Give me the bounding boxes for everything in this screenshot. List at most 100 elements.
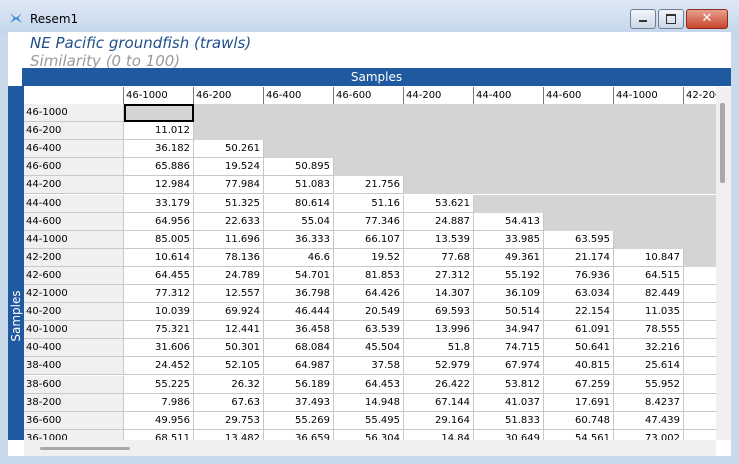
value-cell: 75.321: [124, 321, 194, 340]
corner-cell: [24, 87, 124, 105]
empty-cell: [264, 140, 334, 159]
value-cell: 81.853: [334, 266, 404, 285]
row-header: 44-400: [24, 194, 124, 213]
value-cell: 20.549: [334, 303, 404, 322]
value-cell: 53.812: [474, 375, 544, 394]
value-cell: 13.539: [404, 230, 474, 249]
value-cell: 45.504: [334, 339, 404, 358]
empty-cell: [474, 176, 544, 195]
value-cell: 52.105: [194, 357, 264, 376]
row-header: 36-600: [24, 411, 124, 430]
value-cell: 68.084: [264, 339, 334, 358]
row-header: 38-200: [24, 393, 124, 412]
empty-cell: [614, 194, 684, 213]
value-cell: 54.561: [544, 429, 614, 440]
empty-cell: [614, 212, 684, 231]
empty-cell: [684, 248, 716, 267]
vertical-scrollbar[interactable]: [716, 87, 731, 440]
scroll-thumb[interactable]: [720, 103, 725, 183]
value-cell: 50.895: [264, 158, 334, 177]
column-header: 46-600: [334, 87, 404, 105]
value-cell: 77.312: [124, 285, 194, 303]
column-header: 42-200: [684, 87, 716, 105]
row-header: 42-600: [24, 266, 124, 285]
empty-cell: [404, 158, 474, 177]
sheet-subtitle: Similarity (0 to 100): [30, 52, 181, 70]
value-cell: 69.924: [194, 303, 264, 322]
scroll-thumb[interactable]: [40, 447, 130, 450]
value-cell: 67.63: [194, 393, 264, 412]
row-header: 38-600: [24, 375, 124, 394]
row-header: 46-1000: [24, 104, 124, 122]
value-cell: 40.815: [544, 357, 614, 376]
value-cell: 14.307: [404, 285, 474, 303]
value-cell: 36.659: [264, 429, 334, 440]
empty-cell: [614, 176, 684, 195]
value-cell: 24.887: [404, 212, 474, 231]
value-cell: 46.6: [264, 248, 334, 267]
empty-cell: [334, 140, 404, 159]
blank-cell: [684, 357, 716, 376]
maximize-button[interactable]: [658, 9, 684, 29]
value-cell: 55.225: [124, 375, 194, 394]
value-cell: 24.789: [194, 266, 264, 285]
value-cell: 49.956: [124, 411, 194, 430]
column-header: 46-400: [264, 87, 334, 105]
empty-cell: [684, 122, 716, 141]
empty-cell: [614, 140, 684, 159]
empty-cell: [544, 194, 614, 213]
title-bar: Resem1 ✕: [0, 0, 739, 34]
value-cell: 60.748: [544, 411, 614, 430]
close-button[interactable]: ✕: [686, 9, 728, 29]
value-cell: 51.833: [474, 411, 544, 430]
horizontal-scrollbar[interactable]: [24, 440, 716, 456]
value-cell: 64.987: [264, 357, 334, 376]
empty-cell: [264, 122, 334, 141]
value-cell: 56.304: [334, 429, 404, 440]
empty-cell: [474, 158, 544, 177]
row-header: 42-1000: [24, 285, 124, 303]
value-cell: 22.154: [544, 303, 614, 322]
empty-cell: [544, 158, 614, 177]
value-cell: 66.107: [334, 230, 404, 249]
empty-cell: [194, 122, 264, 141]
value-cell: 80.614: [264, 194, 334, 213]
empty-cell: [544, 140, 614, 159]
value-cell: 64.453: [334, 375, 404, 394]
value-cell: 12.557: [194, 285, 264, 303]
value-cell: 54.701: [264, 266, 334, 285]
empty-cell: [334, 122, 404, 141]
value-cell: 85.005: [124, 230, 194, 249]
value-cell: 64.515: [614, 266, 684, 285]
blank-cell: [684, 429, 716, 440]
value-cell: 67.259: [544, 375, 614, 394]
empty-cell: [614, 104, 684, 122]
value-cell: 25.614: [614, 357, 684, 376]
minimize-button[interactable]: [630, 9, 656, 29]
value-cell: 7.986: [124, 393, 194, 412]
value-cell: 26.422: [404, 375, 474, 394]
value-cell: 11.012: [124, 122, 194, 141]
value-cell: 21.756: [334, 176, 404, 195]
value-cell: 77.68: [404, 248, 474, 267]
value-cell: 54.413: [474, 212, 544, 231]
value-cell: 61.091: [544, 321, 614, 340]
value-cell: 53.621: [404, 194, 474, 213]
value-cell: 63.539: [334, 321, 404, 340]
value-cell: 36.109: [474, 285, 544, 303]
value-cell: 13.482: [194, 429, 264, 440]
value-cell: 55.04: [264, 212, 334, 231]
value-cell: 67.974: [474, 357, 544, 376]
row-header: 46-600: [24, 158, 124, 177]
empty-cell: [334, 158, 404, 177]
column-header: 46-1000: [124, 87, 194, 105]
value-cell: 55.269: [264, 411, 334, 430]
empty-cell: [684, 140, 716, 159]
empty-cell: [474, 122, 544, 141]
row-axis-label: Samples: [9, 290, 23, 342]
value-cell: 41.037: [474, 393, 544, 412]
value-cell: 12.441: [194, 321, 264, 340]
empty-cell: [124, 104, 194, 122]
value-cell: 68.511: [124, 429, 194, 440]
value-cell: 56.189: [264, 375, 334, 394]
